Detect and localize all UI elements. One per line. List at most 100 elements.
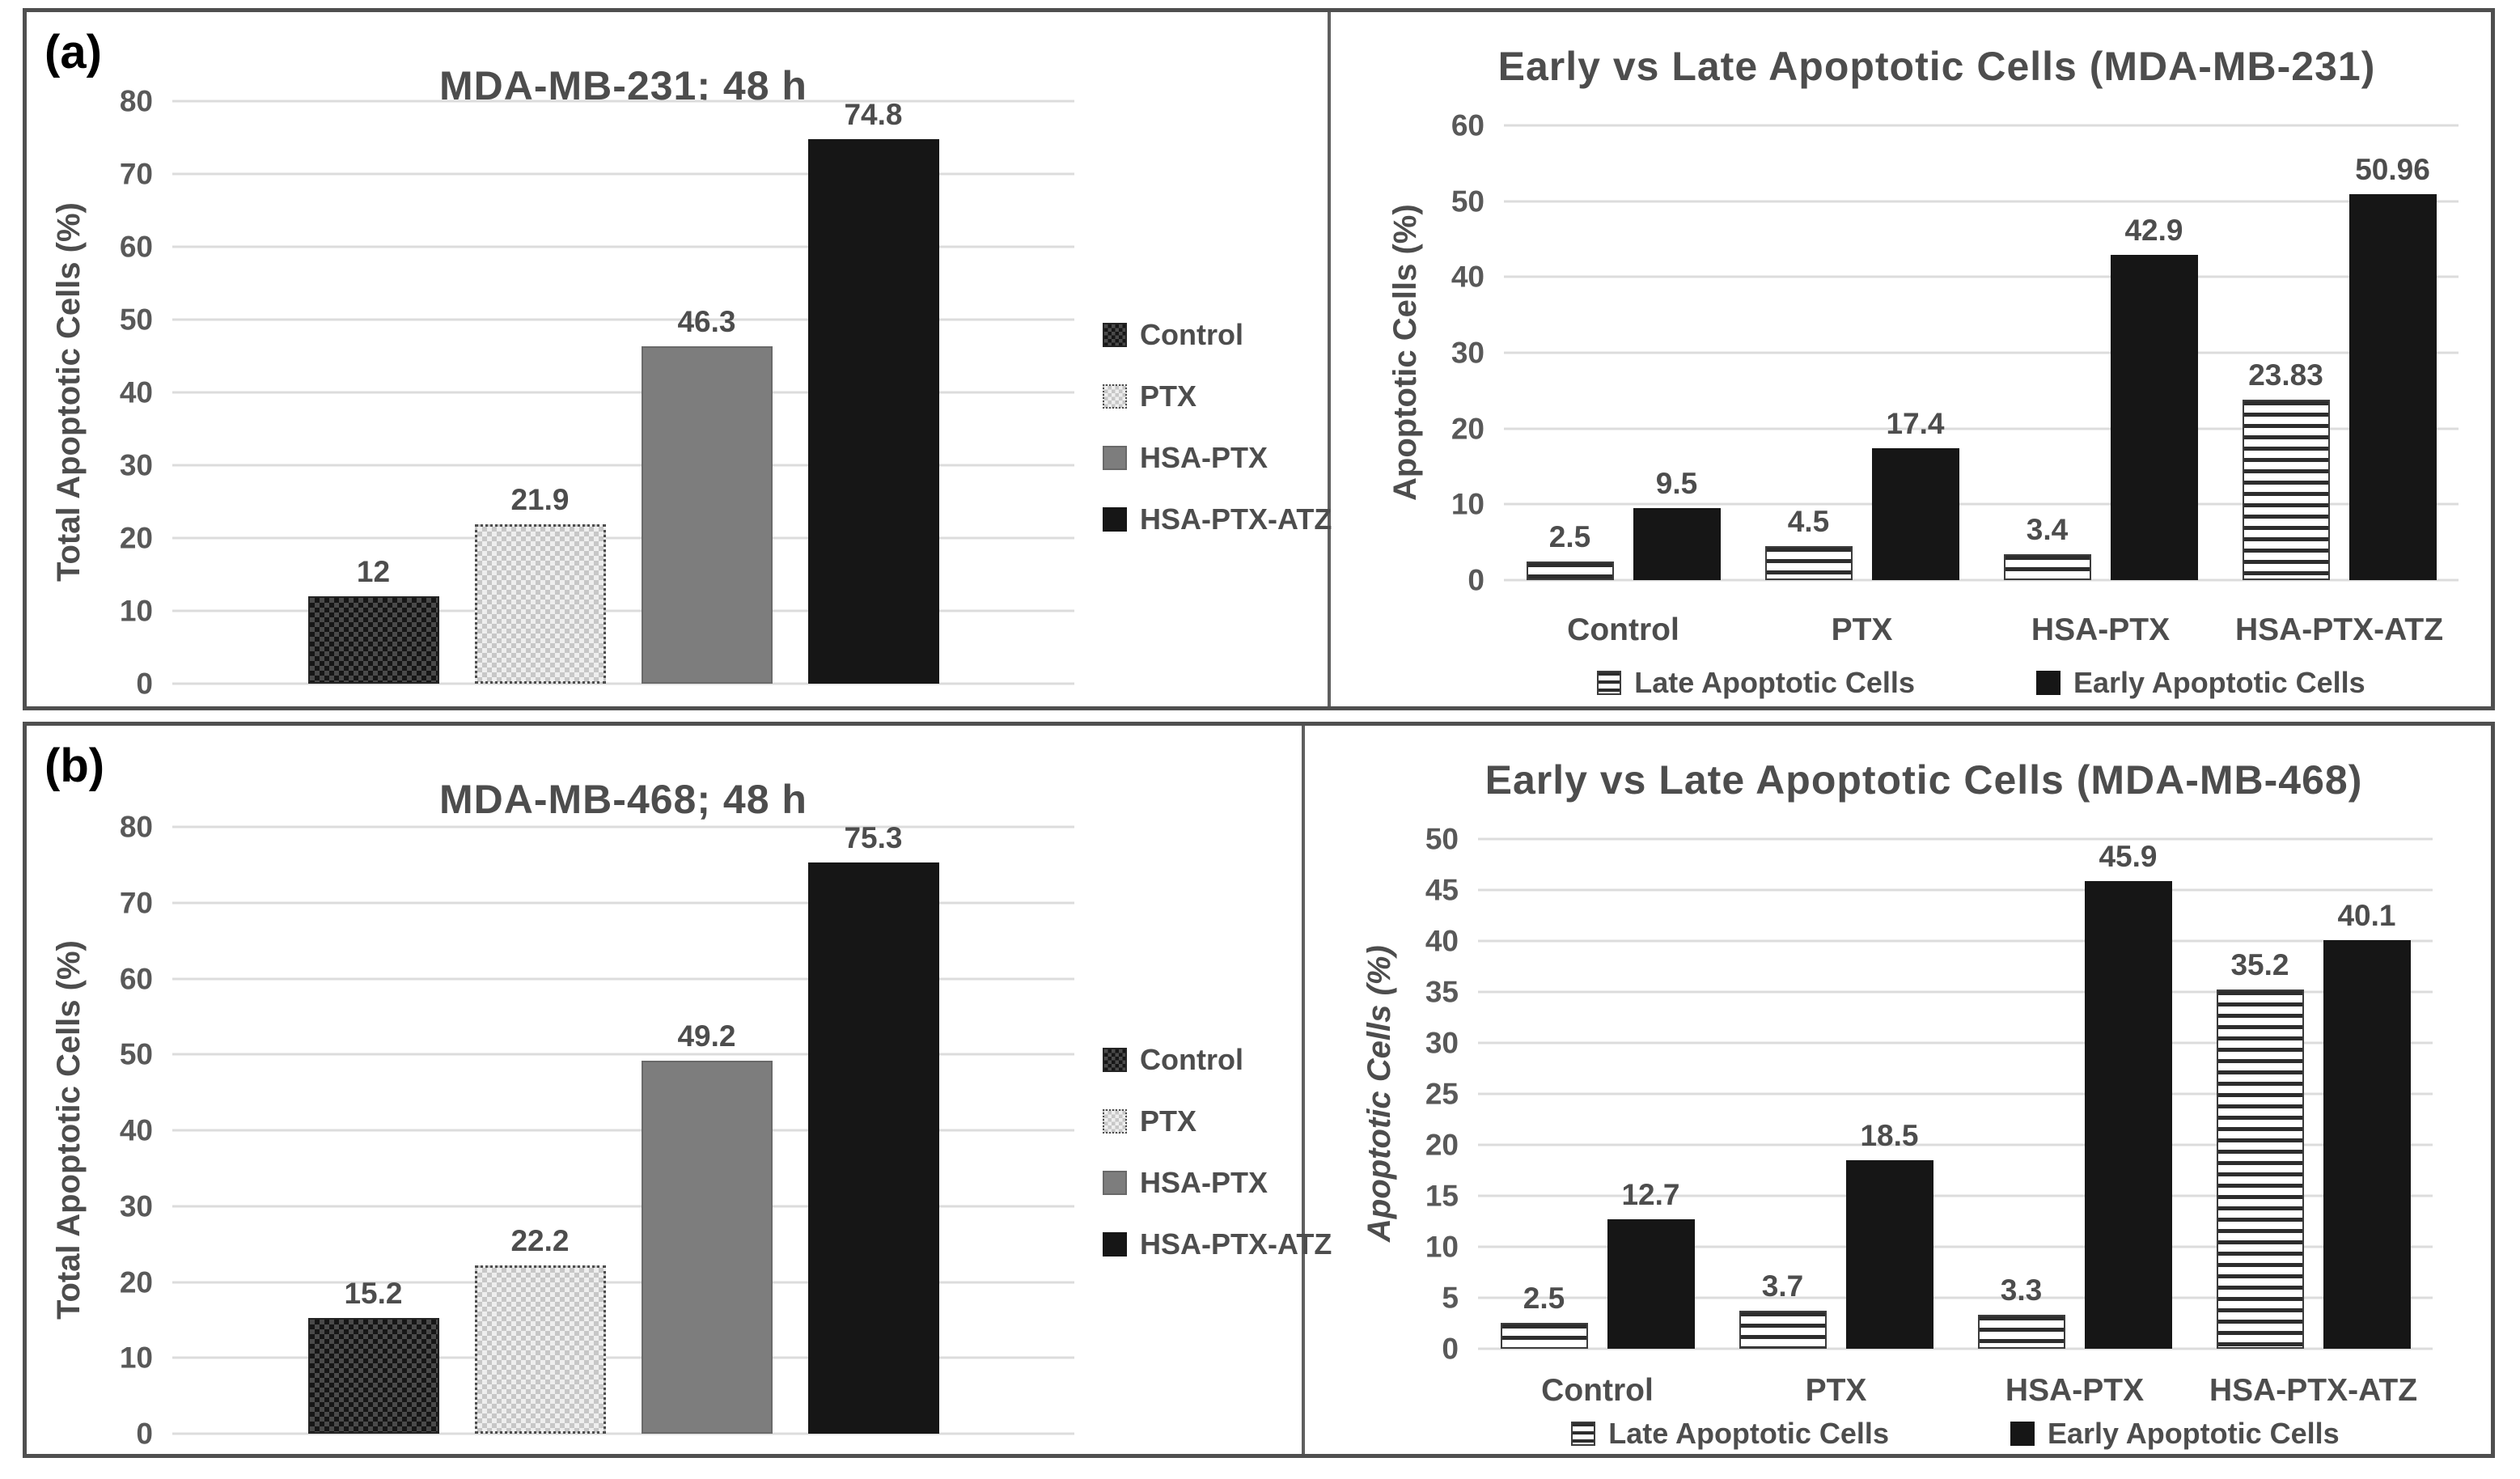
legend-item-hsa-ptx: HSA-PTX bbox=[1103, 1166, 1332, 1200]
bar-value-label: 2.5 bbox=[1548, 520, 1591, 553]
legend-swatch-light-checker bbox=[1103, 1109, 1127, 1134]
legend-item-early-apoptotic-cells: Early Apoptotic Cells bbox=[2035, 666, 2365, 700]
bar-value-label: 9.5 bbox=[1655, 467, 1698, 500]
late-apoptotic-cells-hsa-ptx-atz: 35.2 bbox=[2216, 839, 2304, 1349]
early-apoptotic-cells-ptx: 17.4 bbox=[1871, 125, 1959, 580]
legend-swatch-solid-gray bbox=[1103, 446, 1127, 470]
panel-a-label: (a) bbox=[44, 26, 102, 78]
chart-total-apoptotic-mda-mb-468: MDA-MB-468; 48 h Total Apoptotic Cells (… bbox=[27, 726, 1332, 1454]
x-category-label-control: Control bbox=[1541, 1373, 1654, 1408]
bar-value-label: 40.1 bbox=[2337, 899, 2396, 932]
y-tick-label-25: 25 bbox=[1425, 1077, 1459, 1111]
late-apoptotic-cells-control: 2.5 bbox=[1526, 125, 1614, 580]
gridline-25 bbox=[1478, 1092, 2433, 1095]
chart-title: MDA-MB-468; 48 h bbox=[439, 777, 807, 822]
x-axis-labels: Control PTX HSA-PTX HSA-PTX-ATZ bbox=[1478, 1373, 2433, 1409]
hsa-ptx-atz: 75.3 bbox=[807, 823, 939, 1434]
bar-group-ptx: 3.7 18.5 bbox=[1739, 839, 1933, 1349]
y-tick-label-60: 60 bbox=[1451, 108, 1484, 142]
legend-item-ptx: PTX bbox=[1103, 1104, 1332, 1138]
bar-late-apoptotic-cells-control bbox=[1500, 1323, 1588, 1349]
legend-swatch-solid-black bbox=[1103, 507, 1127, 532]
bar-value-label: 3.4 bbox=[2026, 513, 2069, 546]
legend-label: Late Apoptotic Cells bbox=[1608, 1417, 1889, 1450]
gridline-40 bbox=[1478, 939, 2433, 943]
legend-item-late-apoptotic-cells: Late Apoptotic Cells bbox=[1571, 1417, 1889, 1451]
gridline-30 bbox=[172, 464, 1074, 467]
legend: Control PTX HSA-PTX HSA-PTX-ATZ bbox=[1103, 1043, 1332, 1261]
bar-early-apoptotic-cells-hsa-ptx bbox=[2110, 255, 2198, 580]
y-tick-label-10: 10 bbox=[119, 1341, 153, 1375]
early-apoptotic-cells-ptx: 18.5 bbox=[1845, 839, 1933, 1349]
bar-control bbox=[307, 1318, 439, 1434]
gridline-10 bbox=[1504, 502, 2459, 506]
y-tick-label-60: 60 bbox=[119, 962, 153, 995]
legend-item-hsa-ptx-atz: HSA-PTX-ATZ bbox=[1103, 1227, 1332, 1261]
y-tick-label-30: 30 bbox=[1451, 336, 1484, 370]
legend-swatch-dark-checker bbox=[1103, 323, 1127, 347]
legend-label: Control bbox=[1140, 318, 1243, 351]
early-apoptotic-cells-control: 12.7 bbox=[1607, 839, 1695, 1349]
bar-value-label: 2.5 bbox=[1523, 1282, 1565, 1315]
gridline-70 bbox=[172, 901, 1074, 905]
late-apoptotic-cells-hsa-ptx: 3.4 bbox=[2003, 125, 2091, 580]
legend-swatch-dark-checker bbox=[1103, 1048, 1127, 1072]
bar-value-label: 42.9 bbox=[2124, 214, 2183, 247]
y-tick-label-50: 50 bbox=[119, 1037, 153, 1071]
chart-title: Early vs Late Apoptotic Cells (MDA-MB-23… bbox=[1497, 44, 2376, 89]
bar-ptx bbox=[474, 524, 606, 684]
y-tick-label-30: 30 bbox=[1425, 1026, 1459, 1060]
legend-item-control: Control bbox=[1103, 318, 1332, 352]
x-category-label-ptx: PTX bbox=[1805, 1373, 1867, 1408]
panel-b-label: (b) bbox=[44, 740, 105, 792]
gridline-10 bbox=[1478, 1245, 2433, 1248]
y-tick-label-5: 5 bbox=[1442, 1281, 1459, 1315]
early-apoptotic-cells-hsa-ptx: 42.9 bbox=[2110, 125, 2198, 580]
early-apoptotic-cells-hsa-ptx-atz: 50.96 bbox=[2348, 125, 2437, 580]
plot-area: 0 10 20 30 40 50 60 70 80 12 21.9 46.3 74.8 bbox=[120, 87, 1074, 699]
late-apoptotic-cells-hsa-ptx: 3.3 bbox=[1977, 839, 2065, 1349]
gridline-45 bbox=[1478, 888, 2433, 892]
legend: Control PTX HSA-PTX HSA-PTX-ATZ bbox=[1103, 318, 1332, 536]
gridline-50 bbox=[1504, 200, 2459, 203]
x-category-label-control: Control bbox=[1567, 612, 1679, 647]
y-tick-label-0: 0 bbox=[1468, 563, 1484, 597]
y-tick-label-50: 50 bbox=[1425, 822, 1459, 856]
bar-group-hsa-ptx: 3.3 45.9 bbox=[1977, 839, 2172, 1349]
bar-late-apoptotic-cells-hsa-ptx-atz bbox=[2242, 400, 2330, 580]
bar-hsa-ptx bbox=[641, 1061, 773, 1434]
chart-total-apoptotic-mda-mb-231: MDA-MB-231; 48 h Total Apoptotic Cells (… bbox=[27, 12, 1332, 706]
legend-swatch-solid-black bbox=[2010, 1422, 2035, 1446]
bar-value-label: 4.5 bbox=[1787, 505, 1830, 538]
early-apoptotic-cells-control: 9.5 bbox=[1633, 125, 1721, 580]
ptx: 21.9 bbox=[474, 101, 606, 684]
y-tick-label-30: 30 bbox=[119, 448, 153, 482]
gridline-10 bbox=[172, 609, 1074, 612]
legend-swatch-h-stripes bbox=[1597, 671, 1622, 695]
y-tick-label-0: 0 bbox=[136, 1417, 153, 1451]
bar-value-label: 3.3 bbox=[2000, 1273, 2043, 1307]
y-tick-label-0: 0 bbox=[1442, 1332, 1459, 1366]
bars: 12 21.9 46.3 74.8 bbox=[172, 100, 1074, 684]
legend: Late Apoptotic Cells Early Apoptotic Cell… bbox=[1478, 1417, 2433, 1451]
legend-swatch-solid-black bbox=[2035, 671, 2060, 695]
bar-group-ptx: 4.5 17.4 bbox=[1764, 125, 1959, 580]
y-tick-label-10: 10 bbox=[1425, 1230, 1459, 1264]
control: 12 bbox=[307, 101, 439, 684]
bar-late-apoptotic-cells-ptx bbox=[1764, 546, 1853, 580]
early-apoptotic-cells-hsa-ptx-atz: 40.1 bbox=[2323, 839, 2411, 1349]
bar-value-label: 21.9 bbox=[510, 483, 570, 516]
y-tick-label-40: 40 bbox=[1451, 260, 1484, 294]
x-category-label-ptx: PTX bbox=[1831, 612, 1893, 647]
gridline-30 bbox=[1478, 1041, 2433, 1045]
gridline-20 bbox=[1504, 427, 2459, 430]
bar-group-hsa-ptx-atz: 35.2 40.1 bbox=[2216, 839, 2411, 1349]
bar-value-label: 17.4 bbox=[1886, 407, 1945, 440]
legend-label: Early Apoptotic Cells bbox=[2047, 1417, 2340, 1450]
gridline-5 bbox=[1478, 1296, 2433, 1299]
gridline-80 bbox=[172, 825, 1074, 828]
gridline-20 bbox=[1478, 1143, 2433, 1146]
gridline-35 bbox=[1478, 990, 2433, 994]
gridline-60 bbox=[172, 245, 1074, 248]
y-tick-label-50: 50 bbox=[119, 303, 153, 337]
